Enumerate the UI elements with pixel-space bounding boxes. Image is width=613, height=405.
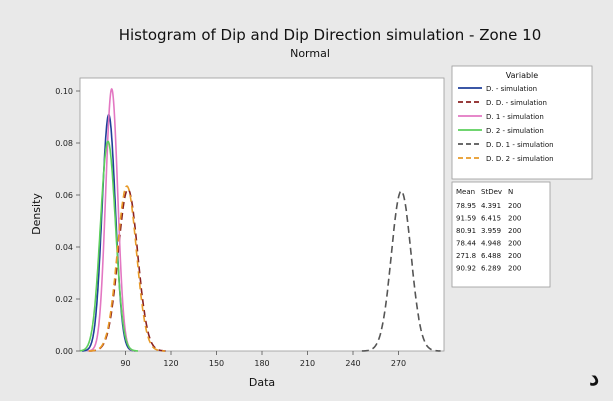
stats-header-mean: Mean	[456, 188, 475, 196]
stats-cell-2-1: 91.59	[456, 215, 476, 223]
stats-cell-4-2: 4.948	[481, 240, 501, 248]
stats-cell-4-1: 78.44	[456, 240, 477, 248]
stats-cell-6-3: 200	[508, 265, 521, 273]
x-tick-label-4: 180	[254, 359, 269, 368]
legend-items: D. - simulation D. D. - simulation D. 1 - …	[458, 85, 554, 163]
legend-box	[451, 65, 593, 180]
stats-cell-5-1: 271.8	[456, 252, 476, 260]
plot-area	[79, 77, 445, 352]
legend: Variable D. - simulation D. D. - simulati…	[451, 65, 593, 180]
stats-cell-3-1: 80.91	[456, 227, 476, 235]
y-tick-label-2: 0.02	[55, 295, 73, 304]
stats-cell-1-2: 4.391	[481, 202, 501, 210]
stats-cell-1-3: 200	[508, 202, 521, 210]
legend-label-1: D. - simulation	[486, 85, 537, 93]
stats-cell-5-2: 6.488	[481, 252, 501, 260]
y-tick-label-3: 0.04	[55, 243, 73, 252]
stats-header-n: N	[508, 188, 513, 196]
y-tick-label-1: 0.00	[55, 347, 73, 356]
stats-header: Mean StDev N	[456, 188, 513, 196]
stats-header-stdev: StDev	[481, 188, 502, 196]
legend-label-4: D. 2 - simulation	[486, 127, 544, 135]
y-tick-label-6: 0.10	[55, 87, 73, 96]
x-tick-label-5: 210	[300, 359, 315, 368]
x-tick-label-3: 150	[209, 359, 224, 368]
legend-title: Variable	[506, 71, 538, 80]
x-tick-label-2: 120	[163, 359, 178, 368]
stats-cell-5-3: 200	[508, 252, 521, 260]
density-curve-4	[80, 140, 138, 352]
x-tick-label-1: 90	[120, 359, 130, 368]
stats-cell-6-2: 6.289	[481, 265, 501, 273]
stats-cell-3-3: 200	[508, 227, 521, 235]
chart-title: Histogram of Dip and Dip Direction simul…	[119, 26, 542, 44]
stats-cell-4-3: 200	[508, 240, 521, 248]
chart-subtitle: Normal	[290, 47, 330, 60]
stats-rows: 78.95 4.391 200 91.59 6.415 200 80.91 3.959 200 7…	[456, 202, 521, 273]
stats-cell-3-2: 3.959	[481, 227, 501, 235]
legend-label-2: D. D. - simulation	[486, 99, 547, 107]
corner-mark: د	[589, 365, 599, 391]
density-curves	[80, 87, 441, 352]
y-tick-label-4: 0.06	[55, 191, 73, 200]
stats-box	[451, 181, 551, 288]
axes: 90 120 150 180 210 240 270 0.00 0.02 0.04 0.06 0.08…	[55, 87, 406, 368]
y-tick-label-5: 0.08	[55, 139, 73, 148]
x-tick-label-6: 240	[345, 359, 360, 368]
stats-cell-2-3: 200	[508, 215, 521, 223]
x-axis-label: Data	[249, 376, 275, 389]
legend-label-6: D. D. 2 - simulation	[486, 155, 554, 163]
stats-cell-2-2: 6.415	[481, 215, 501, 223]
stats-table: Mean StDev N 78.95 4.391 200 91.59 6.415 200 80.…	[451, 181, 551, 288]
x-tick-label-7: 270	[391, 359, 406, 368]
stats-cell-1-1: 78.95	[456, 202, 476, 210]
density-curve-5	[361, 190, 441, 352]
y-axis-label: Density	[30, 193, 43, 235]
legend-label-5: D. D. 1 - simulation	[486, 141, 554, 149]
density-curve-6	[88, 185, 165, 352]
stats-cell-6-1: 90.92	[456, 265, 476, 273]
legend-label-3: D. 1 - simulation	[486, 113, 544, 121]
